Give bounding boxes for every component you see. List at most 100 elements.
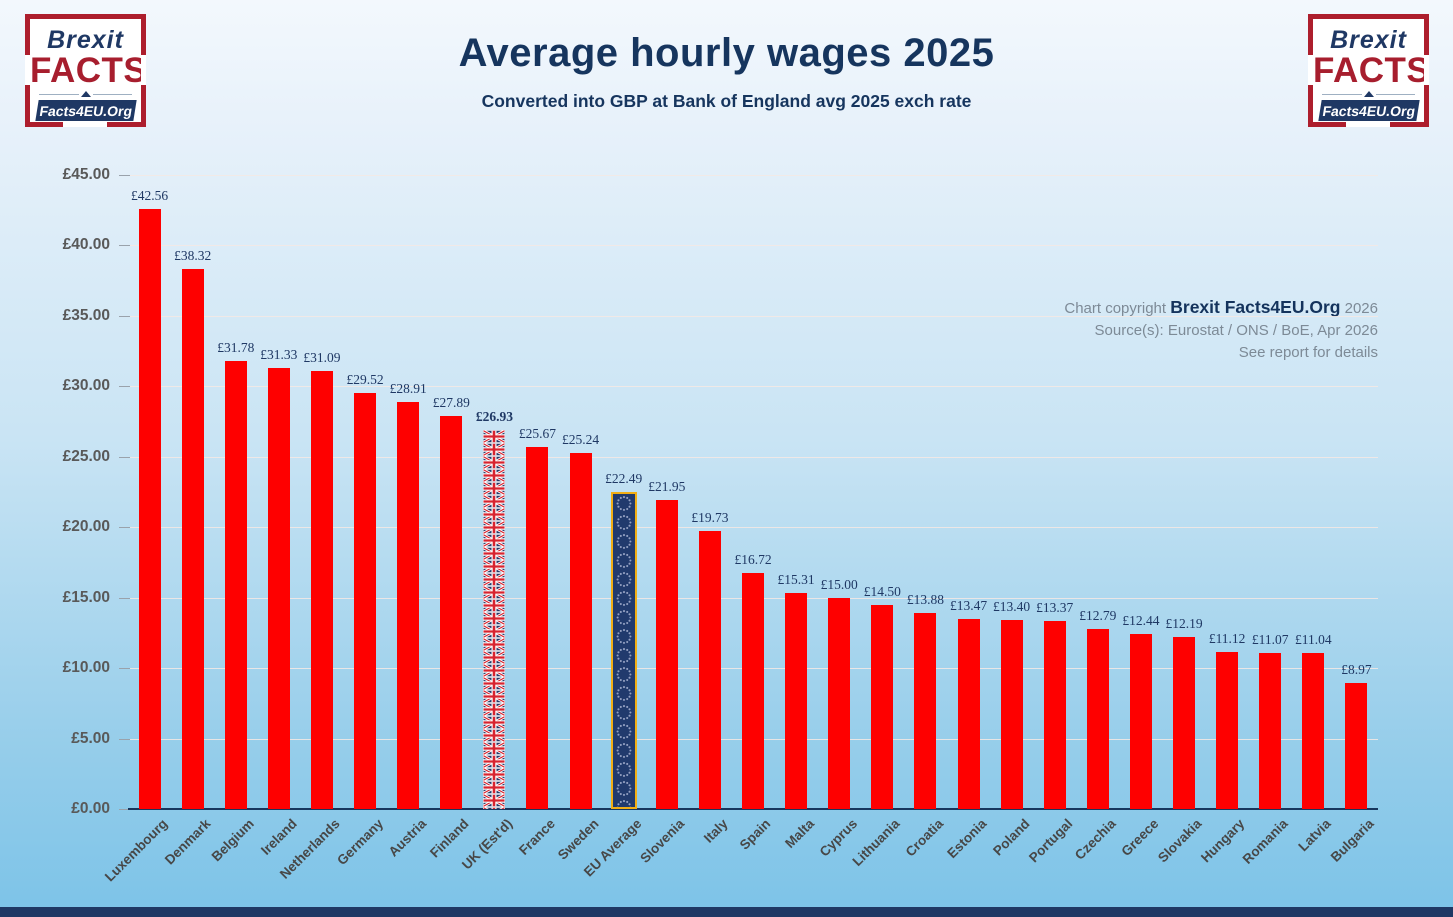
bar-uk-est-d-union-jack bbox=[483, 429, 506, 809]
logo-frame-gap bbox=[1308, 55, 1313, 85]
bar-value-label-greece: £12.44 bbox=[1122, 612, 1160, 628]
bar-luxembourg bbox=[138, 209, 161, 809]
bottom-navy-strip bbox=[0, 907, 1453, 917]
x-axis-label-spain: Spain bbox=[737, 816, 774, 853]
bar-value-label-portugal: £13.37 bbox=[1036, 599, 1074, 615]
bar-lithuania bbox=[871, 604, 894, 809]
bar-value-label-slovenia: £21.95 bbox=[648, 478, 686, 494]
bar-value-label-italy: £19.73 bbox=[691, 510, 729, 526]
bar-finland bbox=[440, 416, 463, 809]
copyright-block: Chart copyright Brexit Facts4EU.Org 2026… bbox=[1064, 296, 1378, 364]
chart-title: Average hourly wages 2025 bbox=[458, 31, 995, 75]
gridline bbox=[128, 386, 1378, 388]
logo-frame-gap bbox=[25, 55, 30, 85]
bar-croatia bbox=[914, 613, 937, 809]
brexit-facts-logo-right: Brexit FACTS Facts4EU.Org bbox=[1308, 14, 1431, 127]
x-axis-label-czechia: Czechia bbox=[1071, 816, 1119, 863]
logo-brexit-text: Brexit bbox=[47, 26, 124, 54]
x-axis-label-slovakia: Slovakia bbox=[1155, 816, 1205, 866]
x-axis-label-denmark: Denmark bbox=[161, 816, 214, 868]
x-axis-label-germany: Germany bbox=[333, 816, 386, 868]
bar-malta bbox=[785, 593, 808, 809]
x-axis-line bbox=[128, 808, 1378, 810]
y-axis-tick bbox=[119, 386, 130, 388]
bar-value-label-germany: £29.52 bbox=[346, 372, 384, 388]
y-axis-tick bbox=[119, 597, 130, 599]
bar-poland bbox=[1000, 620, 1023, 809]
triangle-icon bbox=[80, 91, 91, 98]
bar-romania bbox=[1259, 653, 1282, 809]
bar-belgium bbox=[224, 361, 247, 809]
y-axis-tick bbox=[119, 668, 130, 670]
bar-value-label-latvia: £11.04 bbox=[1295, 632, 1332, 648]
bar-cyprus bbox=[828, 597, 851, 809]
bar-value-label-uk-est-d: £26.93 bbox=[475, 408, 513, 424]
brexit-facts-logo-left: Brexit FACTS Facts4EU.Org bbox=[25, 14, 147, 127]
gridline bbox=[128, 245, 1378, 247]
bar-italy bbox=[698, 531, 721, 809]
logo-divider bbox=[1322, 91, 1415, 98]
y-axis-label: £0.00 bbox=[71, 800, 110, 817]
y-axis-label: £35.00 bbox=[62, 306, 110, 324]
bar-portugal bbox=[1043, 620, 1066, 809]
y-axis-tick bbox=[119, 245, 130, 247]
bar-eu-average-flag bbox=[610, 492, 637, 809]
y-axis-tick bbox=[119, 456, 130, 458]
bar-greece bbox=[1129, 633, 1152, 809]
bar-czechia bbox=[1086, 628, 1109, 809]
bar-spain bbox=[742, 573, 764, 809]
bar-value-label-spain: £16.72 bbox=[734, 552, 772, 568]
bar-slovakia bbox=[1173, 637, 1196, 809]
x-axis-label-estonia: Estonia bbox=[944, 816, 990, 862]
y-axis-label: £10.00 bbox=[62, 659, 110, 677]
bar-ireland bbox=[267, 367, 290, 809]
y-axis-label: £30.00 bbox=[62, 377, 110, 395]
y-axis-label: £40.00 bbox=[62, 236, 110, 254]
bar-slovenia bbox=[655, 499, 678, 809]
bar-austria bbox=[397, 401, 420, 809]
x-axis-label-poland: Poland bbox=[989, 816, 1033, 859]
bar-value-label-croatia: £13.88 bbox=[906, 592, 944, 608]
bar-value-label-cyprus: £15.00 bbox=[820, 576, 858, 592]
logo-frame-gap bbox=[141, 55, 146, 85]
copyright-note: See report for details bbox=[1238, 344, 1378, 361]
x-axis-label-portugal: Portugal bbox=[1026, 816, 1076, 866]
bar-bulgaria bbox=[1345, 682, 1368, 809]
y-axis-label: £15.00 bbox=[62, 588, 110, 606]
x-axis-label-belgium: Belgium bbox=[208, 816, 257, 865]
x-axis-label-austria: Austria bbox=[385, 816, 429, 860]
bar-value-label-france: £25.67 bbox=[518, 426, 557, 442]
logo-divider-line bbox=[1322, 93, 1362, 95]
x-axis-label-romania: Romania bbox=[1239, 816, 1291, 867]
bar-value-label-slovakia: £12.19 bbox=[1165, 616, 1203, 632]
y-axis-tick bbox=[119, 809, 130, 810]
x-axis-label-croatia: Croatia bbox=[902, 816, 947, 860]
copyright-line: Chart copyright Brexit Facts4EU.Org 2026 bbox=[1064, 296, 1378, 320]
bar-denmark bbox=[181, 269, 204, 809]
copyright-source: Source(s): Eurostat / ONS / BoE, Apr 202… bbox=[1094, 322, 1378, 339]
logo-divider-line bbox=[39, 93, 79, 95]
x-axis-label-italy: Italy bbox=[700, 816, 731, 846]
bar-estonia bbox=[957, 619, 980, 809]
logo-divider-line bbox=[1375, 93, 1415, 95]
bar-value-label-sweden: £25.24 bbox=[562, 432, 600, 448]
bar-france bbox=[526, 447, 549, 809]
bar-value-label-ireland: £31.33 bbox=[260, 346, 298, 362]
bar-germany bbox=[354, 393, 377, 809]
logo-facts-text: FACTS bbox=[1313, 51, 1431, 90]
copyright-prefix: Chart copyright bbox=[1064, 300, 1171, 317]
y-axis-label: £25.00 bbox=[62, 447, 110, 465]
bar-value-label-austria: £28.91 bbox=[389, 380, 427, 396]
x-axis-label-france: France bbox=[516, 816, 559, 858]
eu-circle-of-stars-pattern bbox=[612, 494, 635, 807]
y-axis-tick bbox=[119, 527, 130, 529]
bar-value-label-bulgaria: £8.97 bbox=[1341, 661, 1372, 677]
logo-divider bbox=[39, 91, 132, 98]
x-axis-label-greece: Greece bbox=[1118, 816, 1162, 859]
bar-netherlands bbox=[310, 370, 333, 809]
y-axis-tick bbox=[119, 175, 130, 176]
bar-value-label-lithuania: £14.50 bbox=[863, 583, 901, 599]
logo-frame-gap bbox=[1346, 122, 1390, 127]
logo-divider-line bbox=[92, 93, 132, 95]
